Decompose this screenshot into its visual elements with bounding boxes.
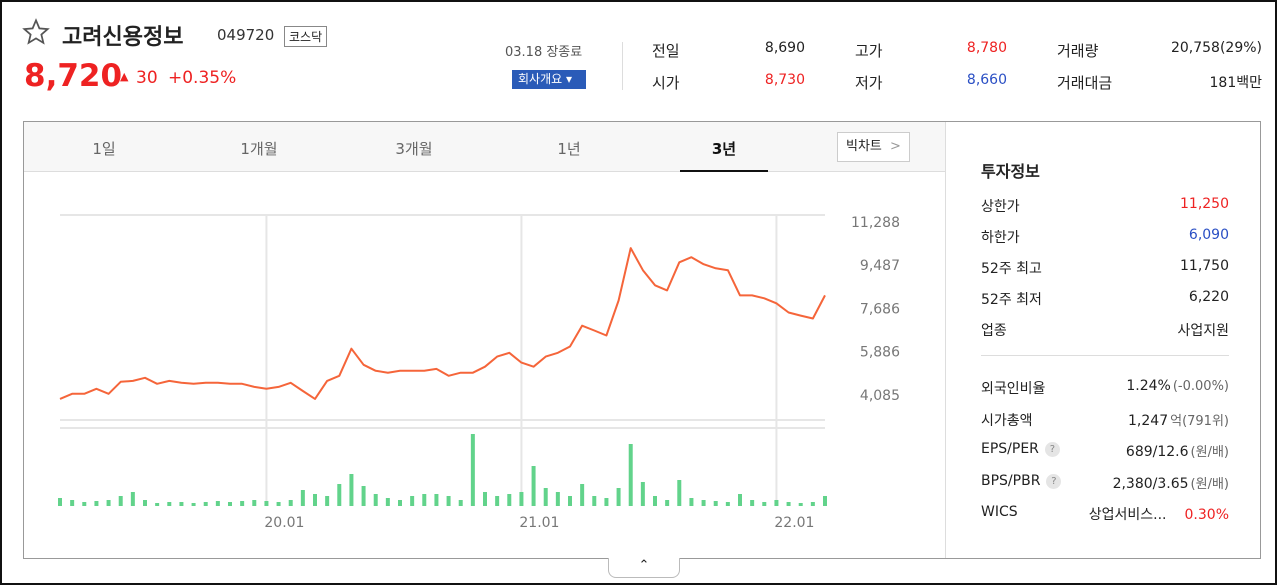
invest-value: 상업서비스... 0.30% [1089, 504, 1229, 524]
invest-value: 6,220 [1188, 289, 1229, 305]
price: 8,720 [24, 58, 123, 94]
invest-value-sub: 억(791위) [1170, 413, 1229, 429]
quote-label: 고가 [855, 42, 883, 60]
separator [981, 355, 1229, 356]
invest-value-main: 689/12.6 [1125, 444, 1189, 460]
invest-value-main: 2,380/3.65 [1112, 475, 1189, 492]
invest-row: 52주 최고 11,750 [981, 258, 1229, 278]
invest-label: 시가총액 [981, 412, 1033, 429]
period-tab[interactable]: 1일 [92, 140, 116, 158]
invest-value: 사업지원 [1177, 323, 1229, 339]
quote-label: 거래대금 [1057, 74, 1113, 92]
quote-label: 저가 [855, 74, 883, 92]
big-chart-button[interactable]: 빅차트 > [837, 132, 910, 162]
quote-label: 시가 [652, 74, 680, 92]
market-badge: 코스닥 [284, 26, 328, 47]
invest-value-sub: (원/배) [1190, 445, 1229, 460]
invest-row: 상한가 11,250 [981, 196, 1229, 216]
invest-value-sub: (원/배) [1190, 476, 1229, 492]
invest-value-main: 상업서비스... [1088, 507, 1167, 523]
invest-row: 업종 사업지원 [981, 320, 1229, 340]
invest-row: 하한가 6,090 [981, 227, 1229, 247]
invest-label: 업종 [981, 323, 1007, 339]
invest-value: 11,750 [1180, 258, 1229, 274]
invest-value-main: 1,247 [1128, 412, 1169, 429]
market-status: 03.18 장종료 [505, 45, 583, 60]
collapse-toggle[interactable]: ⌃ [608, 558, 680, 578]
company-button-label: 회사개요 [518, 72, 563, 86]
invest-title: 투자정보 [981, 162, 1040, 181]
stock-name: 고려신용정보 [62, 25, 184, 50]
invest-value: 1.24% (-0.00%) [1126, 378, 1229, 394]
favorite-star[interactable] [22, 18, 50, 46]
invest-row: WICS 상업서비스... 0.30% [981, 504, 1229, 523]
invest-label: WICS [981, 504, 1018, 520]
period-tab[interactable]: 3개월 [395, 140, 433, 158]
up-arrow: ▲ [120, 70, 129, 83]
big-chart-label: 빅차트 [846, 139, 882, 154]
invest-label: BPS/PBR [981, 472, 1041, 489]
invest-value-sub: 0.30% [1184, 507, 1229, 523]
invest-value: 6,090 [1188, 227, 1229, 243]
divider [622, 42, 623, 90]
company-button[interactable]: 회사개요 ▾ [512, 70, 586, 89]
stock-code: 049720 [217, 26, 275, 44]
invest-label: 52주 최고 [981, 261, 1042, 277]
chart-box: 1일 1개월 3개월 1년 3년 빅차트 > 투자정보 상한가 11,250 하한가 6,09… [23, 121, 1261, 559]
help-icon: ? [1046, 473, 1062, 489]
invest-label: 외국인비율 [981, 381, 1046, 397]
invest-row: BPS/PBR? 2,380/3.65 (원/배) [981, 472, 1229, 492]
invest-value-main: 1.24% [1126, 378, 1171, 394]
period-tab[interactable]: 1년 [557, 140, 581, 158]
active-underline [680, 170, 768, 172]
invest-panel: 투자정보 상한가 11,250 하한가 6,090 52주 최고 11,750 52주 최저… [945, 122, 1261, 558]
quote-label: 거래량 [1057, 42, 1099, 60]
invest-value-sub: (-0.00%) [1172, 379, 1229, 394]
invest-label: EPS/PER [981, 441, 1039, 457]
quote-value: 8,730 [764, 72, 805, 88]
invest-value: 11,250 [1180, 196, 1229, 212]
invest-row: EPS/PER? 689/12.6 (원/배) [981, 441, 1229, 460]
invest-label: 상한가 [981, 199, 1020, 215]
quote-value: 8,660 [966, 72, 1007, 88]
help-icon: ? [1044, 442, 1060, 457]
invest-value: 689/12.6 (원/배) [1126, 441, 1229, 460]
quote-value: 8,690 [764, 40, 805, 56]
price-change: 30 [136, 68, 158, 88]
invest-value: 1,247 억(791위) [1128, 410, 1229, 429]
period-tabs: 1일 1개월 3개월 1년 3년 [24, 122, 945, 172]
period-tab[interactable]: 3년 [711, 140, 737, 158]
invest-label: 52주 최저 [981, 292, 1042, 308]
invest-row: 52주 최저 6,220 [981, 289, 1229, 309]
price-change-pct: +0.35% [168, 68, 237, 88]
quote-label: 전일 [652, 42, 680, 60]
invest-row: 외국인비율 1.24% (-0.00%) [981, 378, 1229, 398]
invest-row: 시가총액 1,247 억(791위) [981, 410, 1229, 430]
quote-value: 20,758(29%) [1170, 40, 1262, 56]
quote-value: 8,780 [966, 40, 1007, 56]
period-tab[interactable]: 1개월 [240, 140, 278, 158]
invest-value: 2,380/3.65 (원/배) [1113, 473, 1229, 492]
invest-label: 하한가 [981, 230, 1020, 246]
quote-value: 181백만 [1209, 75, 1262, 91]
